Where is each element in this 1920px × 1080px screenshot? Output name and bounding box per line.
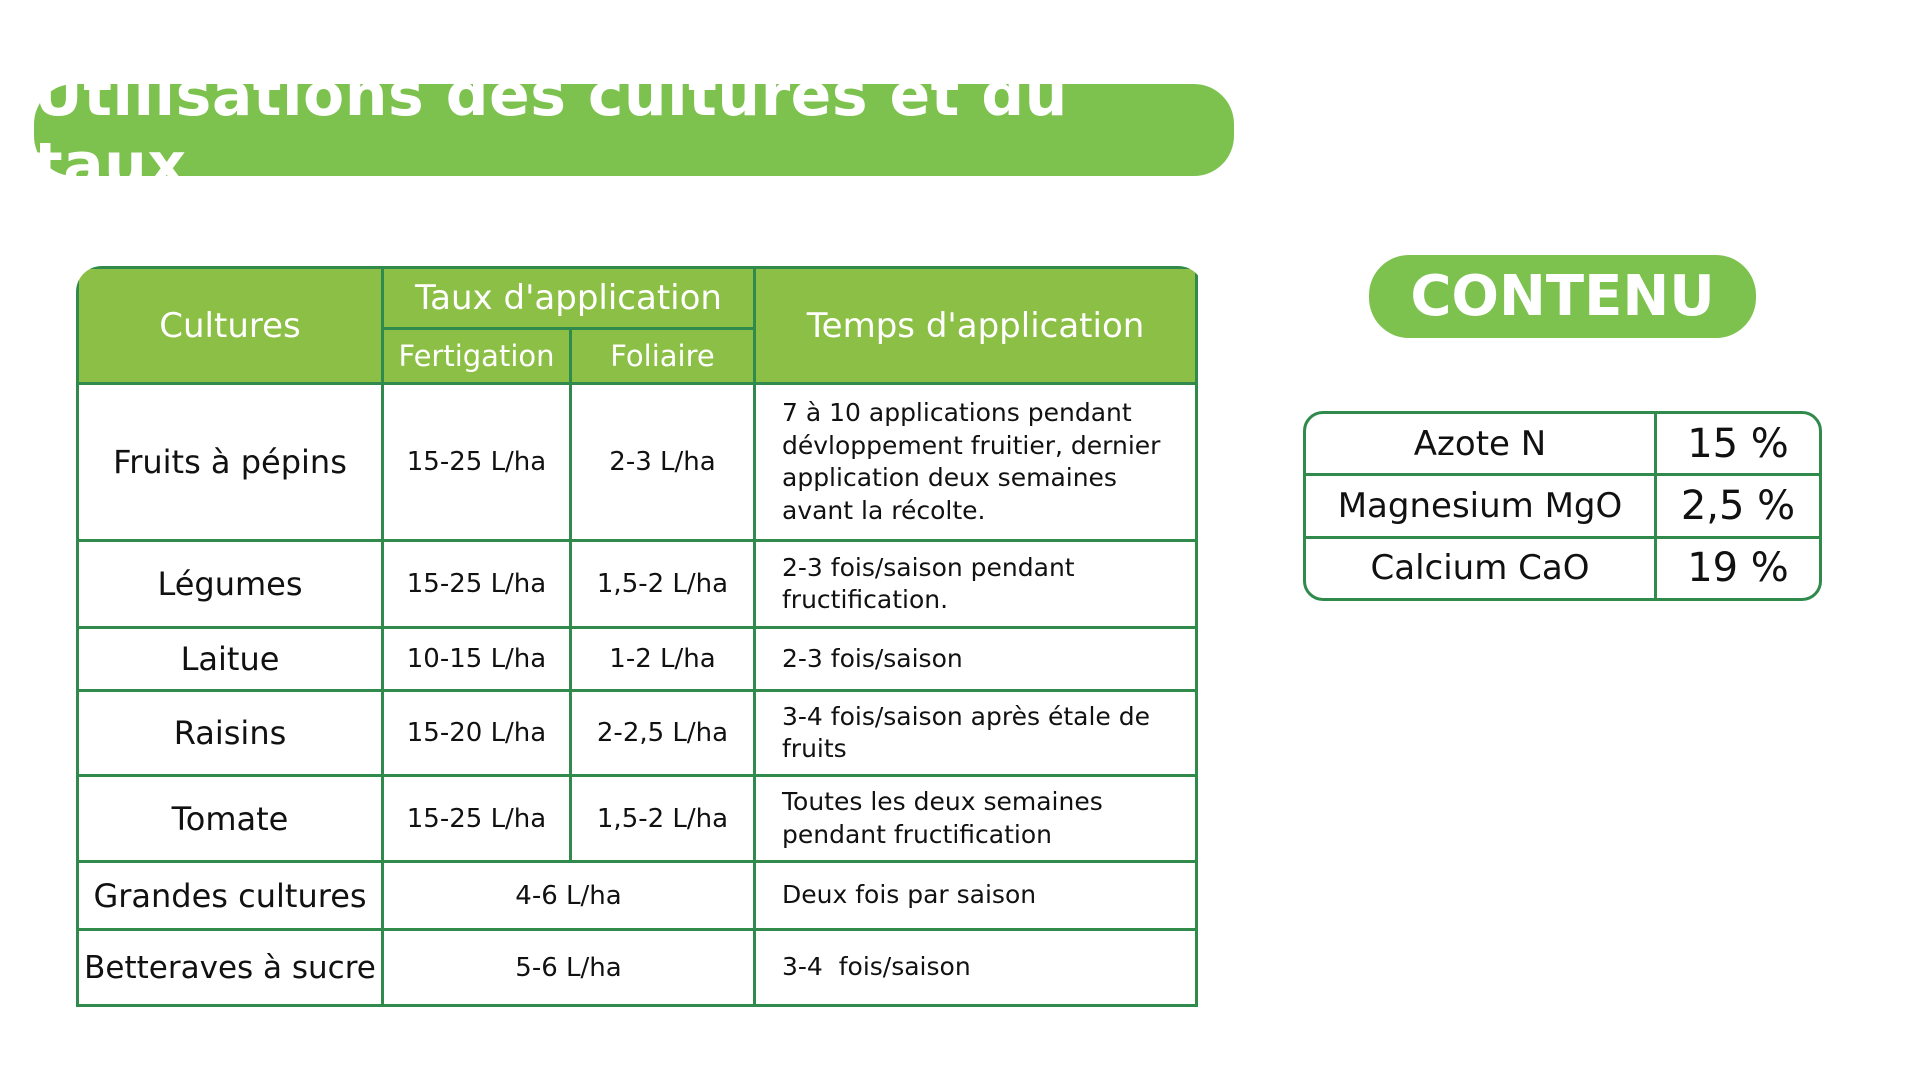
contents-table: Azote N 15 % Magnesium MgO 2,5 % Calcium C…	[1303, 411, 1822, 601]
rate-cell: 5-6 L/ha	[381, 928, 756, 1007]
crop-cell: Fruits à pépins	[76, 382, 384, 542]
header-time: Temps d'application	[753, 266, 1198, 385]
application-table-container: Cultures Taux d'application Temps d'appl…	[76, 266, 1204, 1010]
time-cell: 3-4 fois/saison après étale de fruits	[753, 689, 1198, 777]
foliar-cell: 1-2 L/ha	[569, 626, 756, 692]
nutrient-value: 19 %	[1654, 535, 1819, 598]
nutrient-name: Magnesium MgO	[1306, 473, 1657, 539]
header-fertigation: Fertigation	[381, 327, 572, 385]
fertigation-cell: 15-20 L/ha	[381, 689, 572, 777]
time-cell: 7 à 10 applications pendant dévloppement…	[753, 382, 1198, 542]
time-cell: 3-4 fois/saison	[753, 928, 1198, 1007]
contents-row: Magnesium MgO 2,5 %	[1306, 473, 1819, 539]
table-row: Légumes 15-25 L/ha 1,5-2 L/ha 2-3 fois/s…	[76, 539, 1198, 629]
nutrient-name: Calcium CaO	[1306, 535, 1657, 598]
header-foliar: Foliaire	[569, 327, 756, 385]
contents-title: CONTENU	[1369, 255, 1756, 338]
crop-cell: Légumes	[76, 539, 384, 629]
crop-cell: Raisins	[76, 689, 384, 777]
fertigation-cell: 10-15 L/ha	[381, 626, 572, 692]
foliar-cell: 2-3 L/ha	[569, 382, 756, 542]
nutrient-value: 2,5 %	[1654, 473, 1819, 539]
nutrient-value: 15 %	[1654, 414, 1819, 477]
table-row: Fruits à pépins 15-25 L/ha 2-3 L/ha 7 à …	[76, 382, 1198, 542]
crop-cell: Betteraves à sucre	[76, 928, 384, 1007]
header-crops: Cultures	[76, 266, 384, 385]
table-row: Raisins 15-20 L/ha 2-2,5 L/ha 3-4 fois/s…	[76, 689, 1198, 777]
table-row: Tomate 15-25 L/ha 1,5-2 L/ha Toutes les …	[76, 774, 1198, 863]
time-cell: 2-3 fois/saison pendant fructification.	[753, 539, 1198, 629]
time-cell: Toutes les deux semaines pendant fructif…	[753, 774, 1198, 863]
crop-cell: Tomate	[76, 774, 384, 863]
foliar-cell: 1,5-2 L/ha	[569, 774, 756, 863]
fertigation-cell: 15-25 L/ha	[381, 774, 572, 863]
rate-cell: 4-6 L/ha	[381, 860, 756, 931]
contents-row: Azote N 15 %	[1306, 414, 1819, 477]
table-row: Betteraves à sucre 5-6 L/ha 3-4 fois/sai…	[76, 928, 1198, 1007]
table-row: Grandes cultures 4-6 L/ha Deux fois par …	[76, 860, 1198, 931]
nutrient-name: Azote N	[1306, 414, 1657, 477]
foliar-cell: 1,5-2 L/ha	[569, 539, 756, 629]
crop-cell: Grandes cultures	[76, 860, 384, 931]
foliar-cell: 2-2,5 L/ha	[569, 689, 756, 777]
fertigation-cell: 15-25 L/ha	[381, 382, 572, 542]
application-table: Cultures Taux d'application Temps d'appl…	[76, 266, 1198, 1007]
time-cell: 2-3 fois/saison	[753, 626, 1198, 692]
page-title: Utilisations des cultures et du taux	[34, 60, 1234, 200]
table-row: Laitue 10-15 L/ha 1-2 L/ha 2-3 fois/sais…	[76, 626, 1198, 692]
time-cell: Deux fois par saison	[753, 860, 1198, 931]
contents-row: Calcium CaO 19 %	[1306, 535, 1819, 598]
header-rate: Taux d'application	[381, 266, 756, 330]
crop-cell: Laitue	[76, 626, 384, 692]
fertigation-cell: 15-25 L/ha	[381, 539, 572, 629]
